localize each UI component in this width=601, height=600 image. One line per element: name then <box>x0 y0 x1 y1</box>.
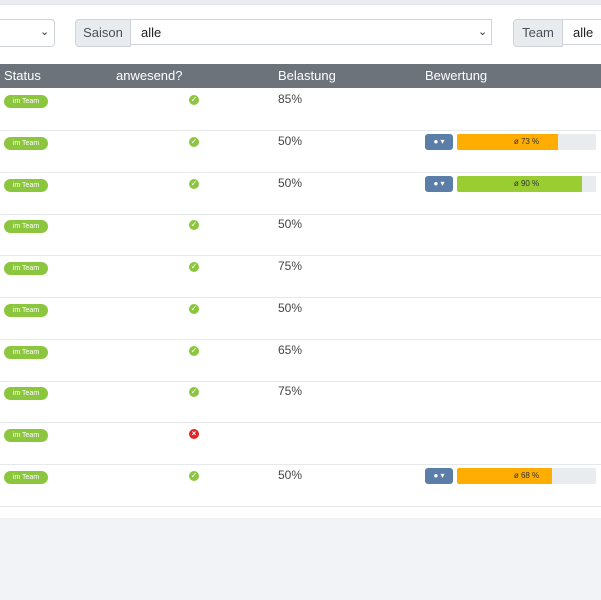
rating-progress-bar: ø 68 % <box>457 467 596 484</box>
status-badge: im Team <box>4 303 48 317</box>
header-status[interactable]: Status <box>4 68 41 83</box>
load-value: 65% <box>278 342 303 357</box>
table-row[interactable]: im Team ✓ 75% <box>0 380 601 424</box>
table-row[interactable]: im Team ✓ 50% <box>0 213 601 257</box>
rating-dropdown-button[interactable]: ● ▾ <box>425 175 453 192</box>
check-circle-icon: ✓ <box>189 345 199 356</box>
table-header: Status anwesend? Belastung Bewertung <box>0 64 601 88</box>
check-circle-icon: ✓ <box>189 178 199 189</box>
chevron-down-icon: ⌄ <box>478 26 488 38</box>
table-row[interactable]: im Team ✓ 65% <box>0 339 601 382</box>
table-row[interactable]: im Team ✓ 85% <box>0 88 601 131</box>
table-row[interactable]: im Team ✓ 50% ● ▾ ø 90 % <box>0 172 601 215</box>
check-circle-icon: ✓ <box>189 387 199 398</box>
rating-label: ø 90 % <box>513 178 540 188</box>
load-value: 50% <box>278 467 303 482</box>
rating-label: ø 68 % <box>513 470 540 480</box>
top-bar <box>0 0 601 5</box>
rating-dropdown-button[interactable]: ● ▾ <box>425 133 453 150</box>
rating-progress-bar: ø 90 % <box>457 175 596 192</box>
table-row[interactable]: im Team ✓ 50% ● ▾ ø 73 % <box>0 130 601 173</box>
status-badge: im Team <box>4 387 48 401</box>
team-label: Team <box>513 19 563 47</box>
status-badge: im Team <box>4 345 48 359</box>
table-row[interactable]: im Team × <box>0 422 601 465</box>
status-badge: im Team <box>4 470 48 484</box>
rating-progress-bar: ø 73 % <box>457 133 596 150</box>
table-row[interactable]: im Team ✓ 50% <box>0 297 601 340</box>
header-load[interactable]: Belastung <box>278 68 336 83</box>
status-badge: im Team <box>4 95 48 108</box>
header-present[interactable]: anwesend? <box>116 68 183 83</box>
load-value: 50% <box>278 300 303 315</box>
rating-progress-fill <box>457 467 552 484</box>
team-select[interactable]: alle <box>562 19 601 45</box>
load-value: 85% <box>278 92 303 106</box>
season-select[interactable]: alle ⌄ <box>130 19 492 45</box>
status-badge: im Team <box>4 262 48 275</box>
check-circle-icon: ✓ <box>189 262 199 272</box>
status-badge: im Team <box>4 136 48 150</box>
load-value: 75% <box>278 259 303 273</box>
check-circle-icon: ✓ <box>189 303 199 314</box>
header-rating[interactable]: Bewertung <box>425 68 488 83</box>
status-badge: im Team <box>4 178 48 192</box>
rating-dropdown-button[interactable]: ● ▾ <box>425 467 453 484</box>
left-filter-select[interactable]: ⌄ <box>0 19 55 47</box>
table-row[interactable]: im Team ✓ 75% <box>0 255 601 298</box>
table-row[interactable]: im Team ✓ 50% ● ▾ ø 68 % <box>0 464 601 507</box>
season-select-value: alle <box>141 25 162 40</box>
status-badge: im Team <box>4 429 48 442</box>
check-circle-icon: ✓ <box>189 95 199 105</box>
rating-progress-fill <box>457 175 583 192</box>
check-circle-icon: ✓ <box>189 220 199 231</box>
chevron-down-icon: ⌄ <box>40 26 50 38</box>
table-body: im Team ✓ 85% im Team ✓ 50% ● ▾ ø 73 % im Team ✓ 5… <box>0 88 601 518</box>
load-value: 50% <box>278 175 303 190</box>
filter-bar: ⌄ Saison alle ⌄ Team alle <box>0 5 601 64</box>
rating-label: ø 73 % <box>513 136 540 146</box>
load-value: 75% <box>278 384 303 399</box>
load-value: 50% <box>278 133 303 148</box>
check-circle-icon: ✓ <box>189 136 199 147</box>
x-circle-icon: × <box>189 429 199 439</box>
rating-progress-fill <box>457 133 559 150</box>
status-badge: im Team <box>4 220 48 234</box>
load-value: 50% <box>278 217 303 232</box>
check-circle-icon: ✓ <box>189 470 199 481</box>
team-select-value: alle <box>573 25 594 40</box>
season-label: Saison <box>75 19 131 47</box>
